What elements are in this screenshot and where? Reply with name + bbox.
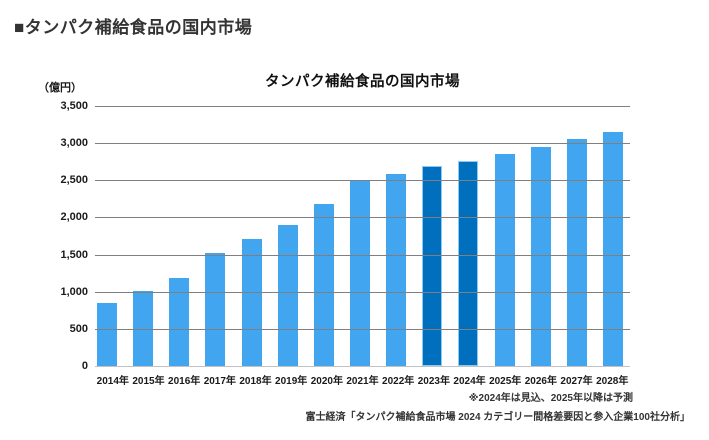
bar-2021年 [349,180,370,366]
y-tick-label: 2,500 [60,174,88,187]
y-tick-label: 0 [81,360,88,372]
bar-2024年 [458,160,479,366]
x-tick-label: 2020年 [310,376,343,387]
x-axis-baseline [95,366,630,367]
x-tick-label: 2018年 [239,376,272,387]
y-tick-label: 2,000 [60,211,88,224]
bar-2015年 [133,290,154,366]
bar-2025年 [494,153,515,366]
x-tick-label: 2024年 [453,376,486,387]
x-tick-label: 2015年 [132,376,165,387]
y-tick-label: 1,500 [60,248,88,261]
bar-2014年 [97,302,117,366]
chart-title: タンパク補給食品の国内市場 [265,74,460,90]
y-tick-label: 3,500 [60,100,88,112]
x-tick-label: 2014年 [96,376,129,387]
bar-2022年 [386,174,407,366]
x-axis: 2014年 2015年 2016年 2017年 2018年 2019年 2020年 2021年… [95,372,630,387]
x-tick-label: 2017年 [203,376,236,387]
gridline [95,180,630,182]
x-tick-label: 2016年 [168,376,201,387]
x-tick-label: 2022年 [382,376,415,387]
x-tick-label: 2023年 [417,376,450,387]
estimate-note: ※2024年は見込、2025年以降は予測 [468,393,633,404]
bar-2023年 [422,166,443,366]
gridline [95,217,630,219]
y-tick-label: 3,000 [60,137,88,150]
y-axis-unit-label: （億円） [38,82,82,94]
gridline [95,254,630,256]
plot-area: 0 500 1,000 1,500 2,000 2,500 3,000 3,500 [60,100,630,372]
bar-2016年 [169,277,190,366]
gridline [95,106,630,107]
source-note: 富士経済「タンパク補給食品市場 2024 カテゴリー間格差要因と参入企業100社… [305,412,691,423]
gridline [95,328,630,330]
x-tick-label: 2019年 [275,376,308,387]
bar-2020年 [313,204,334,366]
y-tick-label: 500 [69,322,88,335]
x-tick-label: 2026年 [524,376,557,387]
x-tick-label: 2025年 [489,376,522,387]
page-title: ■タンパク補給食品の国内市場 [14,18,253,37]
x-tick-label: 2028年 [596,376,629,387]
x-tick-label: 2021年 [346,376,379,387]
bar-2019年 [277,224,298,366]
bar-series [95,106,630,366]
bar-2026年 [530,146,551,366]
gridline [95,291,630,293]
gridline [95,143,630,145]
x-tick-label: 2027年 [560,376,593,387]
bar-2028年 [602,132,623,366]
bar-2017年 [205,253,226,366]
y-tick-label: 1,000 [60,285,88,298]
bar-2027年 [566,139,587,366]
bar-2018年 [241,238,262,366]
